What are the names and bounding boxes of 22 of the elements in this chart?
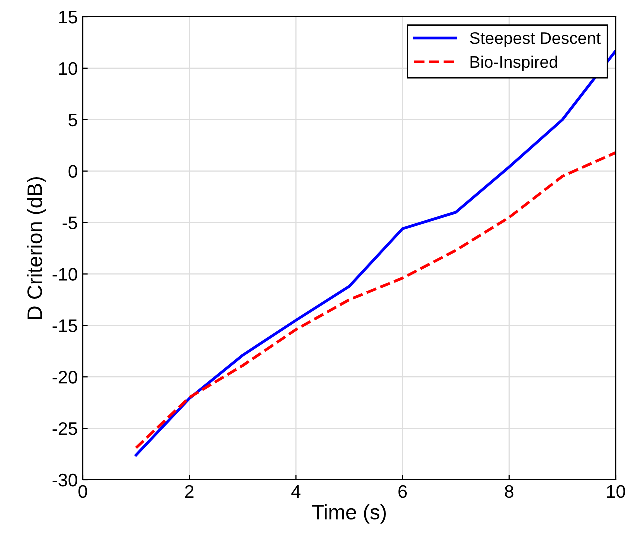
y-tick-label: -15: [52, 320, 78, 332]
x-tick-label: 0: [78, 485, 88, 498]
y-tick-label: 10: [59, 62, 78, 76]
line-series: [134, 151, 616, 450]
y-tick-label: 5: [68, 114, 78, 127]
y-tick-label: -5: [62, 216, 78, 230]
legend-label: Steepest Descent: [470, 32, 601, 48]
x-tick-label: 8: [505, 485, 514, 498]
x-tick-label: 10: [607, 485, 626, 498]
y-tick-label: 0: [68, 165, 78, 178]
y-tick-label: -20: [52, 371, 78, 384]
y-axis-title: D Criterion (dB): [27, 177, 46, 320]
x-tick-label: 2: [185, 485, 194, 498]
y-tick-label: -25: [52, 422, 78, 436]
y-tick-label: 15: [59, 11, 78, 24]
line-series: [134, 50, 616, 457]
y-tick-label: -30: [52, 474, 78, 487]
legend-label: Bio-Inspired: [470, 56, 558, 72]
x-tick-label: 6: [398, 485, 408, 498]
x-tick-label: 4: [292, 486, 301, 498]
y-tick-label: -10: [52, 268, 78, 281]
x-axis-title: Time (s): [312, 504, 386, 524]
